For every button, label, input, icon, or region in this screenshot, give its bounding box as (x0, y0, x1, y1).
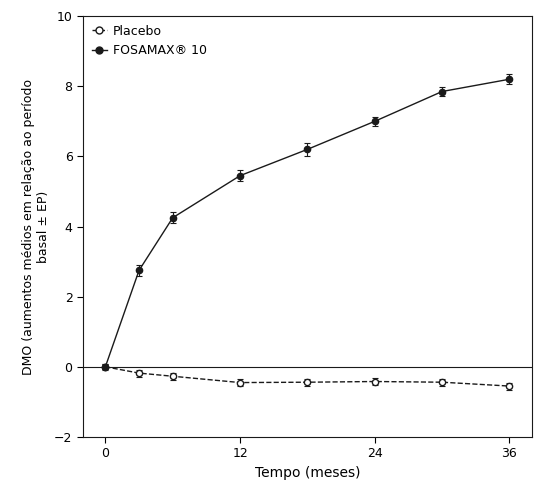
Y-axis label: DMO (aumentos médios em relação ao período
basal ± EP): DMO (aumentos médios em relação ao perío… (22, 79, 50, 375)
Legend: Placebo, FOSAMAX® 10: Placebo, FOSAMAX® 10 (87, 20, 212, 62)
X-axis label: Tempo (meses): Tempo (meses) (255, 466, 360, 480)
